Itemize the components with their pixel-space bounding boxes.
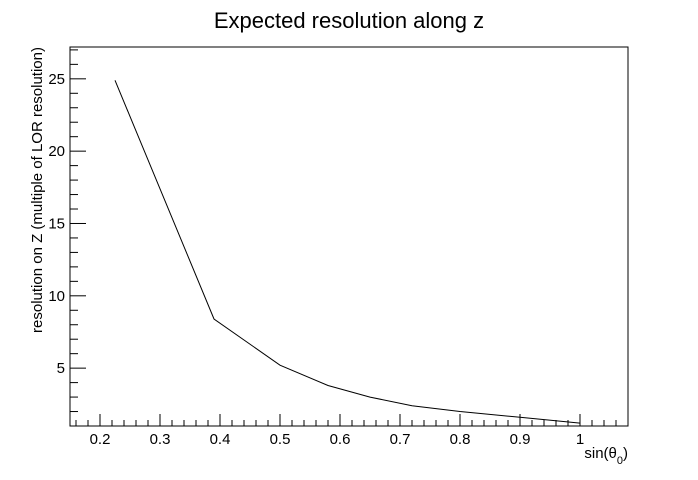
x-tick-label: 0.2 bbox=[90, 431, 111, 448]
x-tick-label: 0.9 bbox=[510, 431, 531, 448]
y-tick-label: 5 bbox=[57, 360, 65, 377]
series-line bbox=[114, 80, 581, 424]
x-tick-label: 0.4 bbox=[210, 431, 231, 448]
y-tick-label: 25 bbox=[48, 71, 65, 88]
y-axis: 5 10 15 20 25 bbox=[48, 49, 86, 413]
y-axis-title: resolution on Z (multiple of LOR resolut… bbox=[29, 47, 46, 333]
x-tick-label: 0.7 bbox=[390, 431, 411, 448]
x-tick-label: 0.5 bbox=[270, 431, 291, 448]
plot-frame bbox=[69, 46, 629, 427]
y-tick-label: 15 bbox=[48, 215, 65, 232]
x-tick-label: 0.8 bbox=[450, 431, 471, 448]
x-tick-label: 0.6 bbox=[330, 431, 351, 448]
x-tick-label: 1 bbox=[576, 431, 584, 448]
x-tick-label: 0.3 bbox=[150, 431, 171, 448]
chart-title: Expected resolution along z bbox=[214, 8, 484, 33]
x-axis-title: sin(θ0) bbox=[584, 445, 628, 467]
y-tick-label: 20 bbox=[48, 143, 65, 160]
y-tick-label: 10 bbox=[48, 288, 65, 305]
series-layer bbox=[114, 80, 581, 424]
x-axis: 0.2 0.3 0.4 0.5 0.6 0.7 0.8 0.9 1 bbox=[75, 414, 629, 448]
